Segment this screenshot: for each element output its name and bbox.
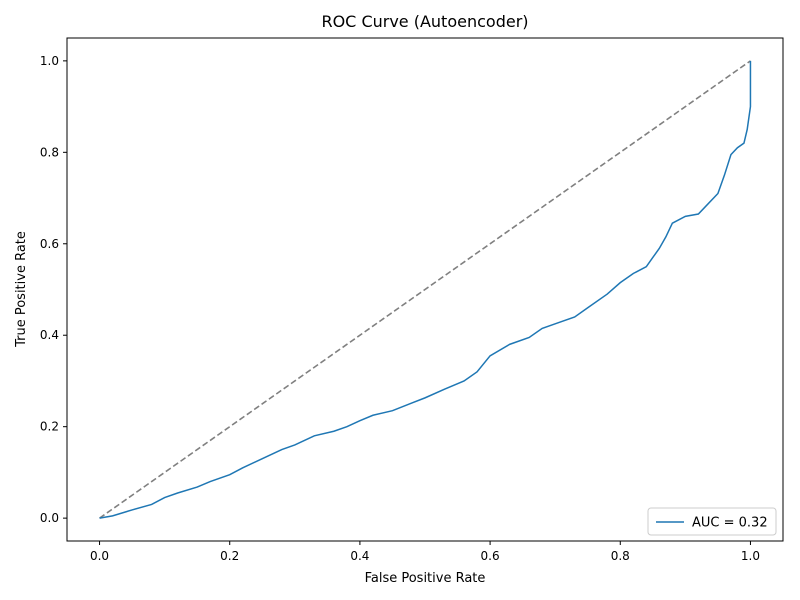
chart-title: ROC Curve (Autoencoder) bbox=[321, 12, 528, 31]
diagonal-reference-line bbox=[99, 60, 751, 519]
diagonal-layer bbox=[99, 60, 751, 519]
y-tick-label: 0.2 bbox=[40, 420, 59, 434]
y-tick-label: 0.8 bbox=[40, 145, 59, 159]
legend: AUC = 0.32 bbox=[647, 507, 777, 536]
y-tick-label: 0.6 bbox=[40, 237, 59, 251]
curve-layer bbox=[99, 60, 752, 519]
y-ticks: 0.0 0.2 0.4 0.6 0.8 1.0 bbox=[40, 54, 67, 525]
y-tick-label: 1.0 bbox=[40, 54, 59, 68]
y-tick-label: 0.0 bbox=[40, 511, 59, 525]
x-tick-label: 0.0 bbox=[90, 549, 109, 563]
x-tick-label: 0.6 bbox=[481, 549, 500, 563]
legend-label: AUC = 0.32 bbox=[692, 516, 768, 531]
legend-box bbox=[647, 507, 777, 536]
x-tick-label: 0.2 bbox=[220, 549, 239, 563]
plot-frame bbox=[66, 37, 784, 542]
x-tick-label: 0.4 bbox=[350, 549, 369, 563]
x-tick-label: 1.0 bbox=[741, 549, 760, 563]
x-axis-label: False Positive Rate bbox=[365, 571, 486, 586]
y-axis-label: True Positive Rate bbox=[14, 231, 29, 348]
roc-curve-line bbox=[99, 60, 752, 519]
x-tick-label: 0.8 bbox=[611, 549, 630, 563]
x-ticks: 0.0 0.2 0.4 0.6 0.8 1.0 bbox=[90, 541, 760, 563]
y-tick-label: 0.4 bbox=[40, 328, 59, 342]
